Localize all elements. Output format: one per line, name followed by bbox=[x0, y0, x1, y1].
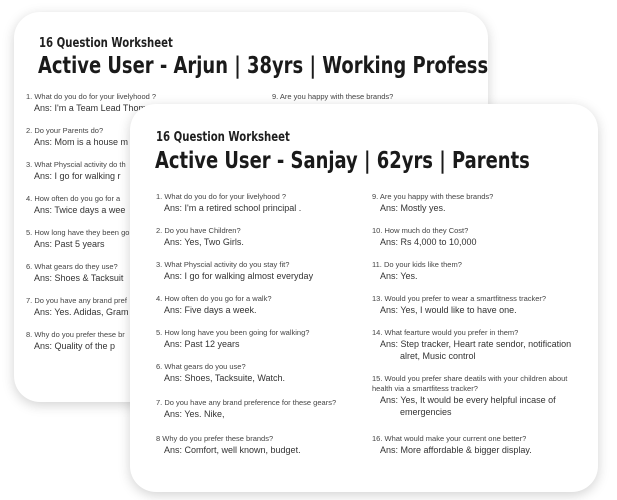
question: 4. How often do you go for a bbox=[26, 194, 121, 203]
question: 15. Would you prefer share deatils with … bbox=[372, 374, 568, 383]
qa-item: 10. How much do they Cost? Ans: Rs 4,000… bbox=[372, 226, 477, 248]
answer-line-continued: emergencies bbox=[400, 407, 452, 417]
question: 6. What gears do you use? bbox=[156, 362, 246, 371]
question: 1. What do you do for your livelyhood ? bbox=[26, 92, 157, 101]
answer: Ans: Quality of the p bbox=[34, 341, 116, 351]
qa-item: 4. How often do you go for a walk? Ans: … bbox=[156, 294, 272, 316]
qa-item: 5. How long have they been go Ans: Past … bbox=[26, 228, 129, 250]
qa-item: 2. Do you have Children? Ans: Yes, Two G… bbox=[156, 226, 244, 248]
qa-item: 8. Why do you prefer these br Ans: Quali… bbox=[26, 330, 125, 352]
qa-item: 3. What Physcial activity do th Ans: I g… bbox=[26, 160, 126, 182]
question: 16. What would make your current one bet… bbox=[372, 434, 527, 443]
qa-item: 11. Do your kids like them? Ans: Yes. bbox=[372, 260, 462, 282]
answer: Ans: More affordable & bigger display. bbox=[380, 445, 532, 455]
qa-item: 1. What do you do for your livelyhood ? … bbox=[26, 92, 169, 114]
question: 2. Do you have Children? bbox=[156, 226, 241, 235]
answer: Ans: I'm a retired school principal . bbox=[164, 203, 302, 213]
qa-item: 7. Do you have any brand preference for … bbox=[156, 398, 336, 420]
answer-line-continued: alret, Music control bbox=[400, 351, 476, 361]
qa-item: 4. How often do you go for a Ans: Twice … bbox=[26, 194, 125, 216]
qa-item: 8 Why do you prefer these brands? Ans: C… bbox=[156, 434, 301, 456]
qa-item: 6. What gears do they use? Ans: Shoes & … bbox=[26, 262, 123, 284]
question: 14. What fearture would you prefer in th… bbox=[372, 328, 519, 337]
question: 1. What do you do for your livelyhood ? bbox=[156, 192, 287, 201]
answer: Ans: Step tracker, Heart rate sendor, no… bbox=[372, 338, 571, 362]
worksheet-title: Active User - Sanjay | 62yrs | Parents bbox=[155, 148, 530, 174]
question: 5. How long have they been go bbox=[26, 228, 130, 237]
answer: Ans: I go for walking r bbox=[34, 171, 121, 181]
question: 3. What Physcial activity do th bbox=[26, 160, 126, 169]
worksheet-kicker: 16 Question Worksheet bbox=[39, 36, 173, 51]
worksheet-kicker: 16 Question Worksheet bbox=[156, 130, 290, 145]
answer: Ans: Yes, I would like to have one. bbox=[380, 305, 517, 315]
question: 5. How long have you been going for walk… bbox=[156, 328, 310, 337]
question: 4. How often do you go for a walk? bbox=[156, 294, 272, 303]
question: 8 Why do you prefer these brands? bbox=[156, 434, 274, 443]
question: 13. Would you prefer to wear a smartfitn… bbox=[372, 294, 547, 303]
question: 7. Do you have any brand pref bbox=[26, 296, 127, 305]
qa-item: 3. What Physcial activity do you stay fi… bbox=[156, 260, 313, 282]
answer: Ans: I'm a Team Lead Thomson R bbox=[34, 103, 170, 113]
answer: Ans: Mostly yes. bbox=[380, 203, 446, 213]
answer: Ans: Past 5 years bbox=[34, 239, 105, 249]
qa-item: 7. Do you have any brand pref Ans: Yes. … bbox=[26, 296, 129, 318]
qa-item: 14. What fearture would you prefer in th… bbox=[372, 328, 571, 362]
question: 9. Are you happy with these brands? bbox=[272, 92, 394, 101]
question: 8. Why do you prefer these br bbox=[26, 330, 125, 339]
qa-item: 2. Do your Parents do? Ans: Mom is a hou… bbox=[26, 126, 128, 148]
question: 11. Do your kids like them? bbox=[372, 260, 462, 269]
answer: Ans: Twice days a wee bbox=[34, 205, 126, 215]
qa-item: 9. Are you happy with these brands? bbox=[272, 92, 393, 102]
qa-item: 1. What do you do for your livelyhood ? … bbox=[156, 192, 301, 214]
qa-item: 6. What gears do you use? Ans: Shoes, Ta… bbox=[156, 362, 285, 384]
answer: Ans: Yes. bbox=[380, 271, 418, 281]
qa-item: 16. What would make your current one bet… bbox=[372, 434, 532, 456]
answer: Ans: Rs 4,000 to 10,000 bbox=[380, 237, 477, 247]
answer: Ans: Five days a week. bbox=[164, 305, 257, 315]
answer: Ans: Shoes, Tacksuite, Watch. bbox=[164, 373, 286, 383]
answer-line: Ans: Yes, It would be every helpful inca… bbox=[380, 395, 556, 405]
answer: Ans: Yes, Two Girls. bbox=[164, 237, 244, 247]
answer-line: Ans: Step tracker, Heart rate sendor, no… bbox=[380, 339, 572, 349]
question: 3. What Physcial activity do you stay fi… bbox=[156, 260, 290, 269]
answer: Ans: Yes. Nike, bbox=[164, 409, 225, 419]
qa-item: 13. Would you prefer to wear a smartfitn… bbox=[372, 294, 546, 316]
qa-item: 5. How long have you been going for walk… bbox=[156, 328, 309, 350]
question: 2. Do your Parents do? bbox=[26, 126, 104, 135]
answer: Ans: Comfort, well known, budget. bbox=[164, 445, 301, 455]
question: 10. How much do they Cost? bbox=[372, 226, 469, 235]
question: 6. What gears do they use? bbox=[26, 262, 118, 271]
answer: Ans: Yes, It would be every helpful inca… bbox=[372, 394, 567, 418]
qa-item: 9. Are you happy with these brands? Ans:… bbox=[372, 192, 493, 214]
answer: Ans: Yes. Adidas, Gram bbox=[34, 307, 129, 317]
answer: Ans: I go for walking almost everyday bbox=[164, 271, 314, 281]
question-continued: health via a smartfitess tracker? bbox=[372, 384, 478, 393]
question: 9. Are you happy with these brands? bbox=[372, 192, 494, 201]
worksheet-card-sanjay: 16 Question Worksheet Active User - Sanj… bbox=[130, 104, 598, 492]
worksheet-title: Active User - Arjun | 38yrs | Working Pr… bbox=[38, 53, 488, 79]
qa-item: 15. Would you prefer share deatils with … bbox=[372, 374, 567, 418]
answer: Ans: Past 12 years bbox=[164, 339, 240, 349]
answer: Ans: Mom is a house m bbox=[34, 137, 129, 147]
answer: Ans: Shoes & Tacksuit bbox=[34, 273, 124, 283]
question: 7. Do you have any brand preference for … bbox=[156, 398, 337, 407]
